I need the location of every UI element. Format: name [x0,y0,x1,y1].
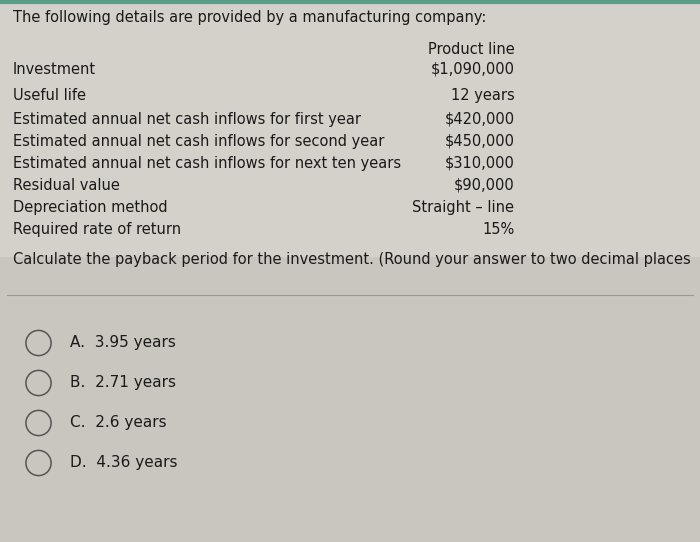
Text: $420,000: $420,000 [444,112,514,127]
Text: Calculate the payback period for the investment. (Round your answer to two decim: Calculate the payback period for the inv… [13,252,690,267]
Text: Depreciation method: Depreciation method [13,200,167,215]
Text: Investment: Investment [13,62,96,77]
Text: D.  4.36 years: D. 4.36 years [70,455,178,470]
Text: $90,000: $90,000 [454,178,514,193]
Text: Estimated annual net cash inflows for next ten years: Estimated annual net cash inflows for ne… [13,156,400,171]
Text: Residual value: Residual value [13,178,120,193]
Text: Straight – line: Straight – line [412,200,514,215]
Text: $310,000: $310,000 [444,156,514,171]
Text: $450,000: $450,000 [444,134,514,149]
Text: Required rate of return: Required rate of return [13,222,181,237]
FancyBboxPatch shape [0,257,700,542]
Text: C.  2.6 years: C. 2.6 years [70,415,167,430]
Text: Estimated annual net cash inflows for second year: Estimated annual net cash inflows for se… [13,134,384,149]
Text: Useful life: Useful life [13,88,85,103]
Text: $1,090,000: $1,090,000 [430,62,514,77]
Text: Product line: Product line [428,42,514,57]
Text: 15%: 15% [482,222,514,237]
Text: The following details are provided by a manufacturing company:: The following details are provided by a … [13,10,486,25]
Text: A.  3.95 years: A. 3.95 years [70,335,176,350]
Text: B.  2.71 years: B. 2.71 years [70,375,176,390]
Text: Estimated annual net cash inflows for first year: Estimated annual net cash inflows for fi… [13,112,360,127]
Text: 12 years: 12 years [451,88,514,103]
